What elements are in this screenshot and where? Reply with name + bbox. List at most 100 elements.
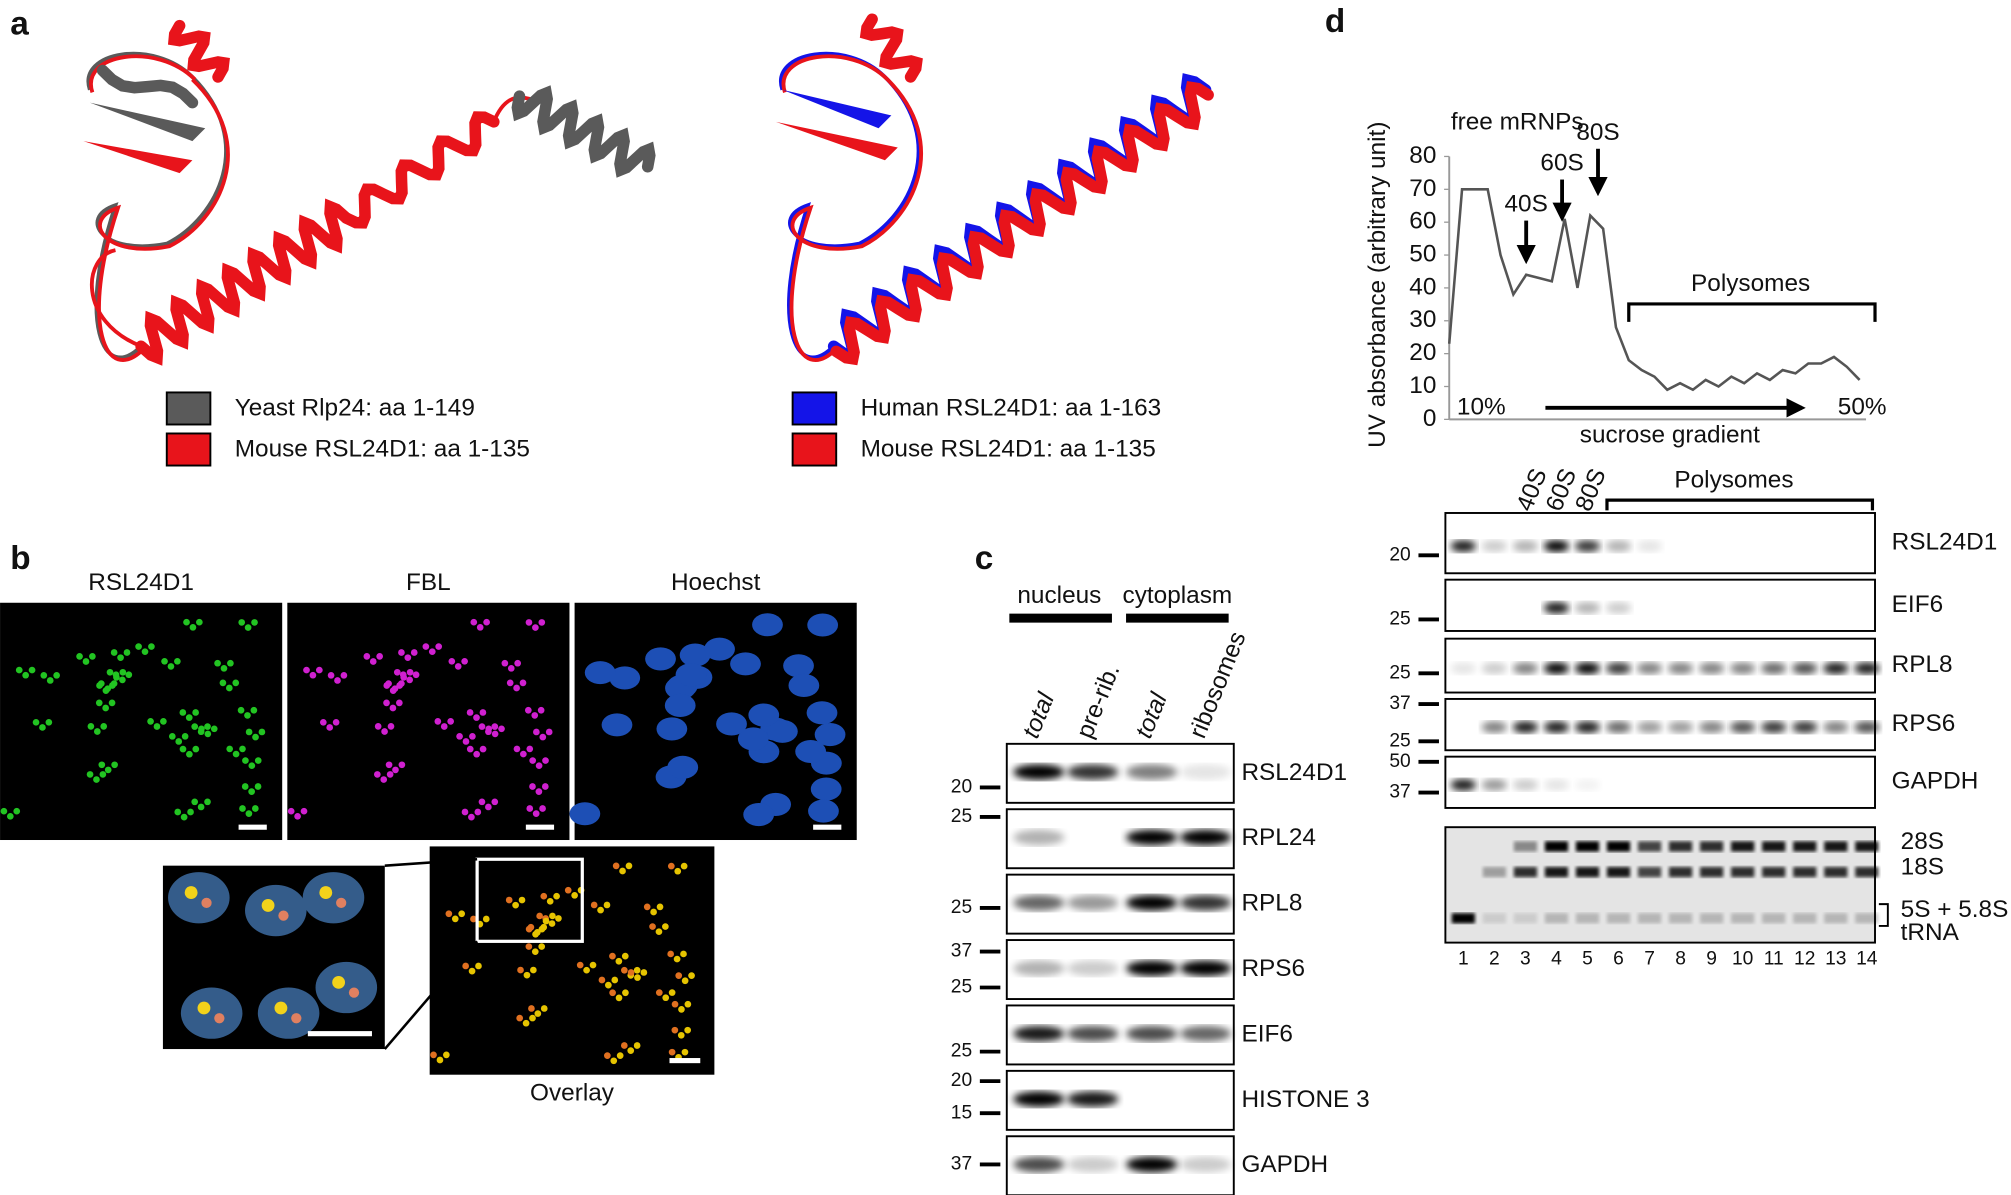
nucleus bbox=[783, 654, 814, 678]
nucleus bbox=[609, 666, 641, 690]
nucleolus bbox=[440, 723, 448, 730]
nucleolus bbox=[204, 723, 211, 730]
band bbox=[1067, 764, 1119, 780]
marker-label: 20 bbox=[951, 777, 972, 798]
nucleolus bbox=[668, 1048, 676, 1056]
nucleolus bbox=[309, 671, 317, 679]
gel-band bbox=[1793, 866, 1817, 878]
nucleolus bbox=[336, 897, 347, 908]
nucleolus bbox=[93, 776, 100, 783]
blot-label: HISTONE 3 bbox=[1241, 1086, 1369, 1113]
gel-band bbox=[1700, 841, 1724, 852]
gradient-start: 10% bbox=[1457, 393, 1506, 420]
nucleolus bbox=[609, 989, 616, 997]
band bbox=[1822, 721, 1849, 733]
nucleolus bbox=[300, 807, 308, 815]
nucleolus bbox=[611, 976, 619, 984]
gel-label: 18S bbox=[1901, 854, 1944, 881]
panel-label: d bbox=[1325, 3, 1345, 40]
nucleolus bbox=[22, 671, 29, 679]
nucleolus bbox=[491, 730, 499, 738]
column-label: total bbox=[1018, 689, 1061, 742]
band bbox=[1179, 895, 1232, 911]
sheet bbox=[782, 89, 892, 129]
nucleus bbox=[737, 727, 769, 751]
nucleus bbox=[584, 661, 616, 685]
nucleolus bbox=[454, 663, 462, 670]
coil bbox=[89, 248, 142, 349]
marker-label: 25 bbox=[1389, 730, 1410, 751]
bracket-label: Polysomes bbox=[1691, 270, 1810, 297]
y-tick-label: 20 bbox=[1409, 339, 1436, 366]
nucleolus bbox=[98, 761, 106, 769]
nucleolus bbox=[436, 1056, 444, 1064]
nucleus bbox=[302, 872, 365, 924]
nucleolus bbox=[469, 733, 476, 740]
nucleolus bbox=[398, 649, 405, 656]
gel-band bbox=[1762, 866, 1786, 878]
nucleolus bbox=[192, 709, 199, 716]
column-label: total bbox=[1131, 689, 1174, 742]
nucleolus bbox=[153, 723, 161, 730]
nucleolus bbox=[622, 989, 629, 997]
nucleolus bbox=[609, 952, 616, 960]
nucleolus bbox=[678, 1006, 685, 1013]
nucleolus bbox=[542, 917, 550, 925]
nucleolus bbox=[410, 649, 418, 656]
band bbox=[1543, 602, 1570, 614]
nucleolus bbox=[242, 757, 249, 764]
nucleolus bbox=[656, 903, 664, 911]
band bbox=[1179, 829, 1232, 846]
nucleolus bbox=[468, 967, 476, 975]
nucleolus bbox=[684, 1000, 692, 1008]
nucleolus bbox=[538, 619, 546, 626]
nucleus bbox=[748, 703, 780, 727]
marker-label: 25 bbox=[951, 806, 972, 827]
nucleolus bbox=[506, 679, 514, 687]
marker-label: 37 bbox=[951, 1154, 972, 1175]
group-label: cytoplasm bbox=[1123, 582, 1233, 609]
nucleus bbox=[180, 987, 243, 1039]
gel-band bbox=[1855, 913, 1879, 924]
nucleolus bbox=[32, 718, 40, 726]
y-tick-label: 80 bbox=[1409, 142, 1436, 169]
helix bbox=[859, 13, 923, 83]
gel-band bbox=[1451, 913, 1475, 924]
coil bbox=[781, 54, 924, 362]
nucleolus bbox=[187, 808, 194, 816]
nucleolus bbox=[104, 766, 112, 774]
nucleus bbox=[716, 712, 747, 736]
nucleolus bbox=[605, 981, 612, 989]
nucleolus bbox=[406, 676, 414, 684]
nucleolus bbox=[46, 677, 54, 684]
annotation: free mRNPs bbox=[1451, 109, 1584, 136]
nucleolus bbox=[400, 674, 408, 681]
nucleolus bbox=[522, 1019, 530, 1027]
nucleolus bbox=[461, 808, 469, 816]
nucleolus bbox=[125, 671, 133, 679]
nucleolus bbox=[374, 723, 382, 730]
nucleolus bbox=[513, 684, 520, 692]
lane-number: 4 bbox=[1551, 948, 1562, 969]
nucleus bbox=[788, 673, 820, 697]
nucleolus bbox=[175, 738, 183, 745]
nucleolus bbox=[174, 808, 182, 816]
nucleus bbox=[743, 803, 775, 827]
band bbox=[1853, 721, 1880, 733]
nucleolus bbox=[615, 994, 623, 1002]
nucleolus bbox=[675, 972, 683, 979]
nucleolus bbox=[248, 762, 256, 770]
nucleolus bbox=[530, 966, 537, 974]
band bbox=[1126, 1156, 1178, 1173]
nucleolus bbox=[95, 699, 103, 707]
nucleolus bbox=[123, 649, 131, 656]
nucleolus bbox=[239, 805, 246, 812]
blot-label: RPS6 bbox=[1241, 955, 1305, 982]
gel-band bbox=[1731, 866, 1755, 878]
nucleolus bbox=[6, 812, 14, 820]
nucleolus bbox=[681, 977, 689, 985]
nucleolus bbox=[536, 912, 543, 920]
nucleolus bbox=[671, 1000, 679, 1008]
sheet bbox=[775, 121, 898, 161]
lane-number: 14 bbox=[1856, 948, 1878, 969]
